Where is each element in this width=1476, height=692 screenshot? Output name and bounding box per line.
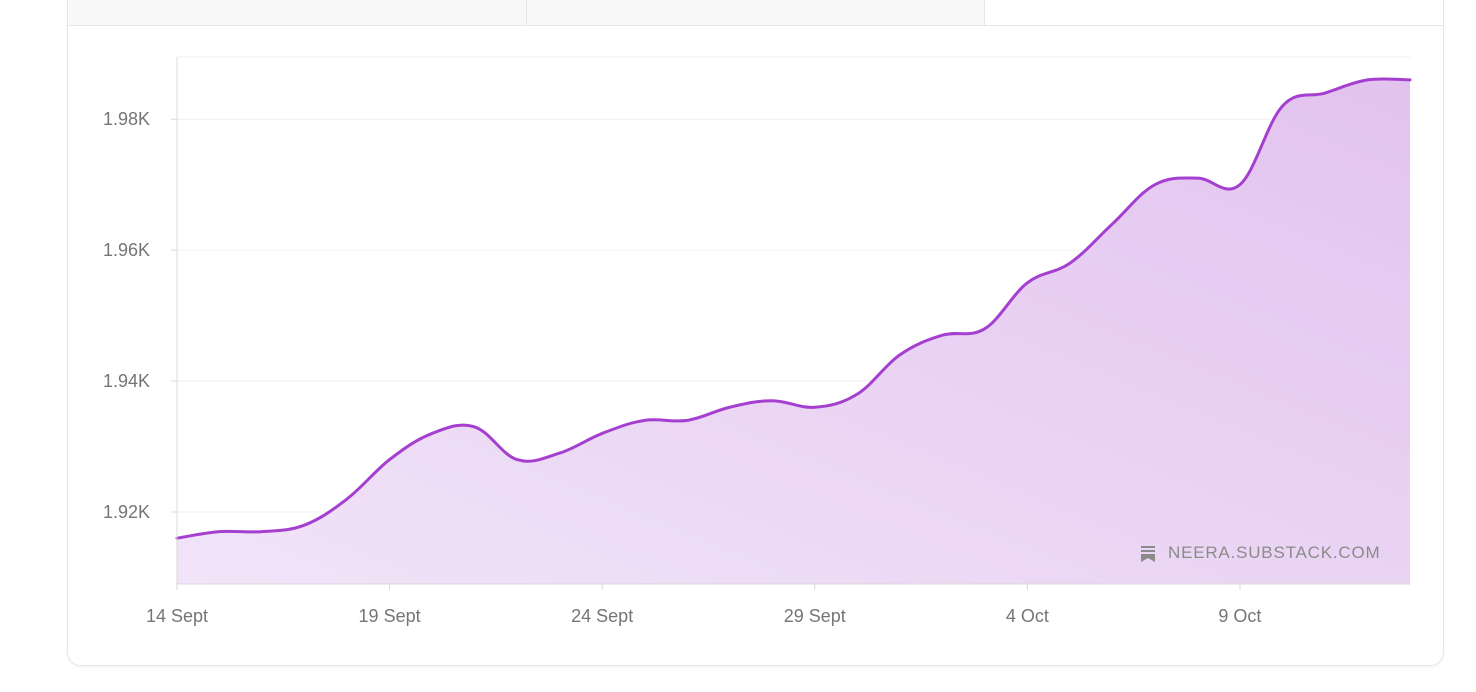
x-tick-label: 19 Sept (359, 606, 421, 626)
data-point[interactable] (897, 352, 903, 358)
data-point[interactable] (302, 522, 308, 528)
watermark-text: NEERA.SUBSTACK.COM (1168, 543, 1381, 562)
y-tick-label: 1.94K (103, 371, 150, 391)
data-point[interactable] (854, 391, 860, 397)
data-point[interactable] (1194, 175, 1200, 181)
data-point[interactable] (684, 417, 690, 423)
data-point[interactable] (812, 404, 818, 410)
area-fill (177, 78, 1410, 584)
substack-watermark[interactable]: NEERA.SUBSTACK.COM (1140, 542, 1380, 564)
data-point[interactable] (642, 417, 648, 423)
data-point[interactable] (1024, 280, 1030, 286)
data-point[interactable] (1322, 90, 1328, 96)
data-point[interactable] (472, 424, 478, 430)
x-tick-label: 24 Sept (571, 606, 633, 626)
data-point[interactable] (1279, 103, 1285, 109)
data-point[interactable] (1109, 221, 1115, 227)
data-point[interactable] (429, 430, 435, 436)
data-point[interactable] (217, 529, 223, 535)
x-tick-label: 9 Oct (1218, 606, 1261, 626)
data-point[interactable] (1407, 77, 1413, 83)
tab-1[interactable] (68, 0, 527, 25)
tab-3-active[interactable] (985, 0, 1443, 25)
data-point[interactable] (557, 450, 563, 456)
data-point[interactable] (599, 430, 605, 436)
data-point[interactable] (514, 457, 520, 463)
substack-bookmark-icon (1141, 545, 1155, 562)
x-tick-label: 29 Sept (784, 606, 846, 626)
tab-2[interactable] (527, 0, 985, 25)
y-tick-label: 1.92K (103, 502, 150, 522)
data-point[interactable] (939, 332, 945, 338)
data-point[interactable] (344, 496, 350, 502)
data-point[interactable] (259, 529, 265, 535)
tab-strip (68, 0, 1443, 26)
tick-labels: 1.92K 1.94K 1.96K 1.98K 14 Sept 19 Sept 24 Sep… (103, 109, 1261, 626)
data-point[interactable] (982, 326, 988, 332)
area-layer (175, 77, 1413, 584)
data-point[interactable] (1067, 260, 1073, 266)
x-tick-label: 4 Oct (1006, 606, 1049, 626)
data-point[interactable] (387, 457, 393, 463)
data-point[interactable] (727, 404, 733, 410)
data-point[interactable] (769, 398, 775, 404)
data-point[interactable] (1364, 77, 1370, 83)
axes (171, 57, 1410, 590)
y-tick-label: 1.96K (103, 240, 150, 260)
series-line (175, 77, 1412, 540)
y-tick-label: 1.98K (103, 109, 150, 129)
data-point[interactable] (1237, 182, 1243, 188)
x-tick-label: 14 Sept (146, 606, 208, 626)
data-point[interactable] (1152, 182, 1158, 188)
